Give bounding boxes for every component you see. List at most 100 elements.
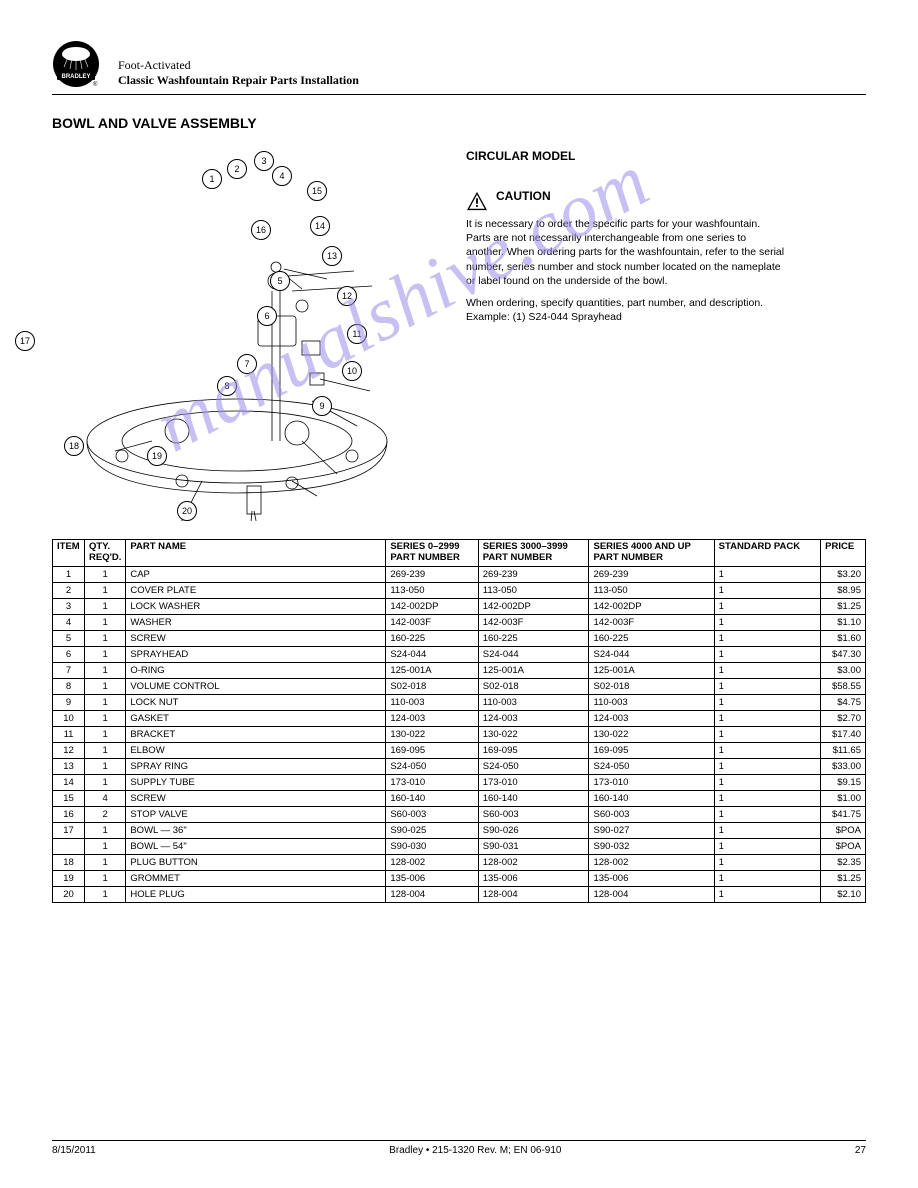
table-cell: S02-018 xyxy=(386,678,478,694)
table-cell: 160-140 xyxy=(478,790,589,806)
table-cell: $33.00 xyxy=(821,758,866,774)
callout-12: 12 xyxy=(337,286,357,306)
table-cell: $2.70 xyxy=(821,710,866,726)
table-cell: 1 xyxy=(85,774,126,790)
table-cell: 130-022 xyxy=(478,726,589,742)
table-cell: VOLUME CONTROL xyxy=(126,678,386,694)
table-cell: 1 xyxy=(714,838,820,854)
table-cell: 1 xyxy=(85,838,126,854)
table-cell: 1 xyxy=(85,694,126,710)
table-cell: S24-044 xyxy=(589,646,714,662)
table-cell: 113-050 xyxy=(386,582,478,598)
table-cell: $3.00 xyxy=(821,662,866,678)
table-cell: 1 xyxy=(714,598,820,614)
right-column: CIRCULAR MODEL CAUTION It is necessary t… xyxy=(466,141,866,521)
table-cell: $1.25 xyxy=(821,598,866,614)
table-cell: $17.40 xyxy=(821,726,866,742)
parts-col-header: PRICE xyxy=(821,540,866,567)
callout-11: 11 xyxy=(347,324,367,344)
callout-3: 3 xyxy=(254,151,274,171)
table-cell: 3 xyxy=(53,598,85,614)
table-cell: $9.15 xyxy=(821,774,866,790)
table-cell: 124-003 xyxy=(478,710,589,726)
table-cell: 1 xyxy=(85,582,126,598)
caution-label: CAUTION xyxy=(496,189,551,203)
table-cell: 142-002DP xyxy=(478,598,589,614)
table-cell: S60-003 xyxy=(478,806,589,822)
table-cell: GROMMET xyxy=(126,870,386,886)
table-cell: BOWL — 36" xyxy=(126,822,386,838)
table-row: 81VOLUME CONTROLS02-018S02-018S02-0181$5… xyxy=(53,678,866,694)
assembly-drawing xyxy=(52,141,442,521)
table-row: 11CAP269-239269-239269-2391$3.20 xyxy=(53,566,866,582)
callout-13: 13 xyxy=(322,246,342,266)
table-cell: SPRAYHEAD xyxy=(126,646,386,662)
table-cell: 10 xyxy=(53,710,85,726)
footer-date: 8/15/2011 xyxy=(52,1145,96,1156)
table-cell: 1 xyxy=(714,774,820,790)
table-cell: 1 xyxy=(85,710,126,726)
parts-col-header: SERIES 0–2999PART NUMBER xyxy=(386,540,478,567)
caution-paragraph-1: It is necessary to order the specific pa… xyxy=(466,217,786,288)
table-cell: 128-002 xyxy=(589,854,714,870)
table-cell: 128-004 xyxy=(386,886,478,902)
table-cell: 173-010 xyxy=(589,774,714,790)
table-cell: O-RING xyxy=(126,662,386,678)
model-label: CIRCULAR MODEL xyxy=(466,149,866,163)
table-row: 71O-RING125-001A125-001A125-001A1$3.00 xyxy=(53,662,866,678)
table-cell: 110-003 xyxy=(386,694,478,710)
parts-col-header: QTY. REQ'D. xyxy=(85,540,126,567)
table-cell: 1 xyxy=(714,694,820,710)
table-cell: 16 xyxy=(53,806,85,822)
table-cell: $1.25 xyxy=(821,870,866,886)
table-cell: $8.95 xyxy=(821,582,866,598)
table-cell: 169-095 xyxy=(386,742,478,758)
table-cell: 135-006 xyxy=(478,870,589,886)
callout-16: 16 xyxy=(251,220,271,240)
table-cell: 1 xyxy=(85,646,126,662)
warning-icon xyxy=(466,191,488,211)
table-cell: 1 xyxy=(85,822,126,838)
table-cell: S60-003 xyxy=(589,806,714,822)
footer-docref: Bradley • 215-1320 Rev. M; EN 06-910 xyxy=(389,1145,561,1156)
table-row: 162STOP VALVES60-003S60-003S60-0031$41.7… xyxy=(53,806,866,822)
table-cell: $41.75 xyxy=(821,806,866,822)
table-row: 101GASKET124-003124-003124-0031$2.70 xyxy=(53,710,866,726)
table-cell: 20 xyxy=(53,886,85,902)
header-line1: Foot-Activated xyxy=(118,58,866,73)
table-cell: 1 xyxy=(714,790,820,806)
table-row: 141SUPPLY TUBE173-010173-010173-0101$9.1… xyxy=(53,774,866,790)
table-cell: S90-032 xyxy=(589,838,714,854)
table-cell: $1.00 xyxy=(821,790,866,806)
table-cell: S24-050 xyxy=(589,758,714,774)
table-cell: 4 xyxy=(85,790,126,806)
table-cell xyxy=(53,838,85,854)
table-cell: SUPPLY TUBE xyxy=(126,774,386,790)
callout-19: 19 xyxy=(147,446,167,466)
callout-8: 8 xyxy=(217,376,237,396)
table-cell: $11.65 xyxy=(821,742,866,758)
table-cell: 1 xyxy=(53,566,85,582)
table-cell: 1 xyxy=(85,726,126,742)
table-row: 121ELBOW169-095169-095169-0951$11.65 xyxy=(53,742,866,758)
table-cell: S90-027 xyxy=(589,822,714,838)
table-cell: $1.60 xyxy=(821,630,866,646)
table-cell: 135-006 xyxy=(386,870,478,886)
table-cell: 142-003F xyxy=(589,614,714,630)
table-row: 111BRACKET130-022130-022130-0221$17.40 xyxy=(53,726,866,742)
table-cell: BRACKET xyxy=(126,726,386,742)
parts-col-header: SERIES 4000 AND UPPART NUMBER xyxy=(589,540,714,567)
table-cell: 1 xyxy=(714,742,820,758)
table-cell: 1 xyxy=(714,806,820,822)
table-cell: 169-095 xyxy=(589,742,714,758)
table-cell: S24-050 xyxy=(478,758,589,774)
callout-4: 4 xyxy=(272,166,292,186)
parts-col-header: STANDARD PACK xyxy=(714,540,820,567)
table-cell: $POA xyxy=(821,838,866,854)
table-cell: 125-001A xyxy=(589,662,714,678)
table-cell: 2 xyxy=(85,806,126,822)
table-cell: 1 xyxy=(714,886,820,902)
table-cell: 1 xyxy=(85,566,126,582)
table-cell: S02-018 xyxy=(589,678,714,694)
table-cell: 1 xyxy=(714,726,820,742)
